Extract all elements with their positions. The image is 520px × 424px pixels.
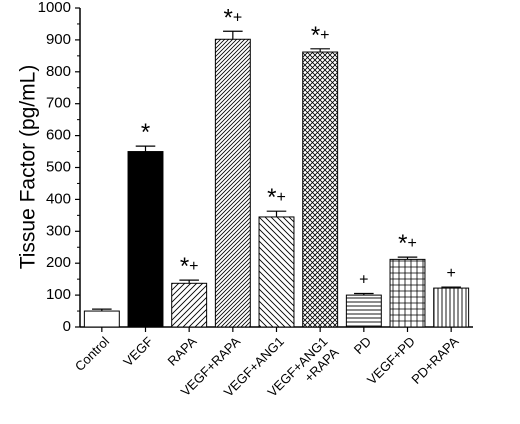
x-tick-label: RAPA (165, 334, 200, 369)
bar-pd (345, 294, 382, 328)
y-tick-label: 500 (46, 158, 71, 175)
x-tick-label: VEGF (120, 334, 156, 370)
x-tick-label: VEGF+PD (364, 334, 418, 388)
bar-vegf (127, 151, 164, 328)
significance-mark: *+ (180, 253, 199, 280)
x-tick-label: Control (72, 334, 112, 374)
bar-vegf-ang1-rapa (302, 51, 339, 328)
significance-mark: *+ (223, 4, 242, 31)
y-tick-label: 800 (46, 63, 71, 80)
y-tick-label: 100 (46, 286, 71, 303)
significance-mark: *+ (267, 184, 286, 211)
y-tick-label: 0 (63, 318, 71, 335)
bar-rapa (171, 282, 208, 328)
significance-mark: + (359, 272, 368, 289)
bar-vegf-pd (389, 258, 426, 328)
y-tick-label: 400 (46, 190, 71, 207)
significance-mark: *+ (311, 22, 330, 49)
y-axis-title: Tissue Factor (pg/mL) (17, 65, 40, 270)
y-tick-label: 300 (46, 222, 71, 239)
y-tick-label: 600 (46, 127, 71, 144)
x-tick-label: PD+RAPA (408, 334, 461, 387)
plot-area: 0 100 200 300 400 500 600 700 800 900 1000 Control *… (38, 0, 473, 400)
significance-mark: + (446, 265, 455, 282)
bar-control (83, 310, 120, 328)
y-tick-label: 200 (46, 254, 71, 271)
y-tick-label: 900 (46, 31, 71, 48)
y-axis-label: Tissue Factor (pg/mL) (17, 65, 40, 270)
bar-vegf-ang1 (258, 216, 295, 328)
bar-vegf-rapa (214, 38, 251, 328)
x-tick-label: PD (351, 334, 374, 357)
significance-mark: *+ (398, 230, 417, 257)
y-tick-label: 700 (46, 95, 71, 112)
bar-pd-rapa (433, 287, 470, 328)
y-tick-label: 1000 (38, 0, 71, 16)
significance-mark: * (141, 119, 150, 146)
